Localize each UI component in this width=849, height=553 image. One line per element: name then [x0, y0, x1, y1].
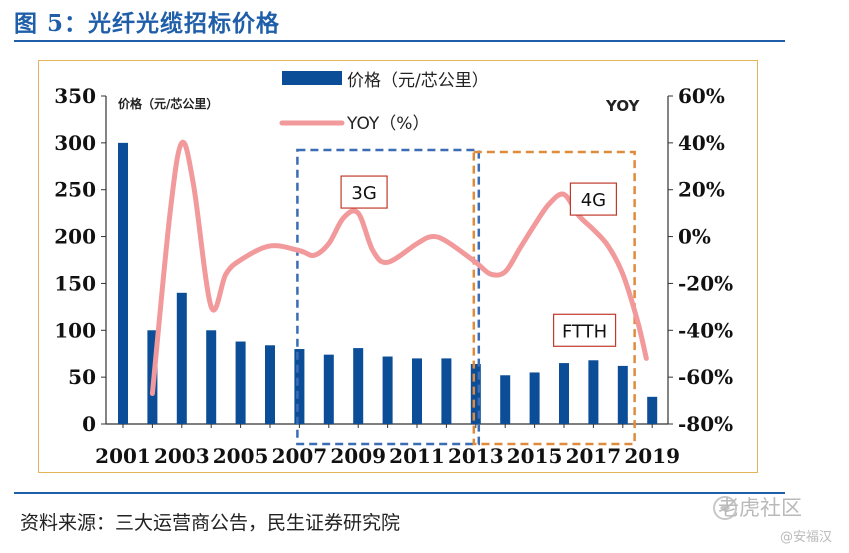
x-axis-tick-label: 2013 — [448, 444, 504, 468]
annotation-label-4g-box — [569, 182, 618, 216]
right-axis-tick-label: -20% — [678, 271, 733, 295]
x-axis-tick-label: 2019 — [624, 444, 680, 468]
left-axis-tick-label: 100 — [54, 318, 96, 342]
right-axis-tick-label: 20% — [678, 178, 725, 202]
right-axis-tick-label: -40% — [678, 318, 733, 342]
yoy-line — [149, 139, 649, 397]
left-axis-tick-label: 0 — [82, 412, 96, 436]
legend-bar-swatch — [282, 71, 342, 85]
annotation-label-3g: 3G — [351, 183, 376, 204]
watermark-handle: @安福汉 — [780, 530, 833, 545]
tiger-logo-icon — [713, 496, 737, 520]
right-axis-tick-label: -60% — [678, 365, 733, 389]
x-axis-tick-label: 2007 — [272, 444, 328, 468]
bottom-divider — [14, 492, 785, 494]
price-bar — [617, 365, 628, 424]
legend-bar-label: 价格（元/芯公里） — [347, 71, 489, 91]
price-bar — [500, 375, 511, 424]
source-note: 资料来源：三大运营商公告，民生证券研究院 — [20, 512, 401, 534]
price-bar — [294, 349, 305, 424]
right-axis-tick-label: -80% — [678, 412, 733, 436]
price-bar — [353, 348, 364, 424]
annotation-label-3g-box — [340, 175, 388, 209]
price-bar — [382, 356, 393, 424]
annotation-label-ftth: FTTH — [562, 321, 607, 342]
left-axis-title: 价格（元/芯公里） — [118, 96, 218, 111]
annotation-box-3g — [296, 148, 481, 446]
price-bar — [118, 142, 128, 424]
annotation-label-4g: 4G — [581, 190, 606, 211]
watermark: 老虎社区 — [718, 496, 802, 520]
price-bar — [529, 372, 540, 424]
x-axis-tick-label: 2009 — [330, 444, 386, 468]
price-bar — [176, 292, 187, 424]
legend-line-label: YOY（%） — [346, 114, 429, 134]
x-axis-tick-label: 2011 — [389, 444, 445, 468]
x-axis-tick-label: 2017 — [566, 444, 622, 468]
price-bar — [265, 345, 275, 424]
left-axis-tick-label: 350 — [54, 84, 96, 108]
title-divider — [14, 40, 785, 42]
price-bar — [470, 364, 481, 424]
right-axis-tick-label: 60% — [678, 84, 725, 108]
left-axis-tick-label: 300 — [54, 131, 96, 155]
annotation-box-4g-ftth — [472, 150, 636, 446]
price-bar — [235, 341, 246, 424]
x-axis-tick-label: 2003 — [154, 444, 210, 468]
x-axis-tick-label: 2015 — [507, 444, 563, 468]
right-axis-tick-label: 0% — [678, 225, 711, 249]
price-bar — [323, 354, 334, 424]
price-bar — [412, 358, 422, 424]
right-axis-tick-label: 40% — [678, 131, 725, 155]
price-bar — [647, 396, 658, 424]
x-axis-tick-label: 2001 — [95, 444, 151, 468]
price-bar — [559, 363, 569, 424]
price-bar — [206, 330, 217, 424]
x-axis-tick-label: 2005 — [213, 444, 269, 468]
left-axis-tick-label: 200 — [54, 225, 96, 249]
price-bar — [441, 358, 452, 424]
chart-frame — [38, 60, 758, 473]
left-axis-tick-label: 150 — [54, 271, 96, 295]
figure-title: 图 5：光纤光缆招标价格 — [14, 10, 281, 37]
right-axis-title: YOY — [605, 97, 641, 115]
left-axis-tick-label: 250 — [54, 178, 96, 202]
annotation-label-ftth-box — [552, 313, 617, 347]
left-axis-tick-label: 50 — [68, 365, 96, 389]
price-bar — [588, 360, 599, 424]
